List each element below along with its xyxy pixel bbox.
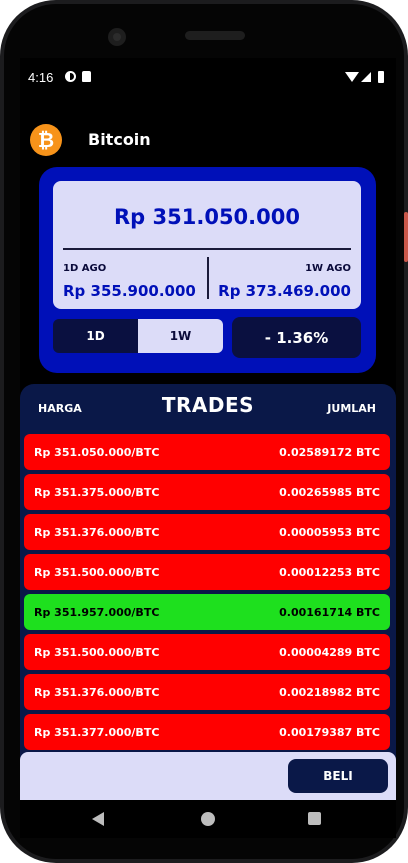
trade-row: Rp 351.377.000/BTC 0.00179387 BTC bbox=[24, 714, 390, 750]
column-header-price: HARGA bbox=[38, 402, 82, 415]
trade-amount: 0.00265985 BTC bbox=[279, 485, 380, 499]
trade-amount: 0.00218982 BTC bbox=[279, 685, 380, 699]
tab-1w[interactable]: 1W bbox=[138, 319, 223, 353]
signal-icon bbox=[361, 72, 371, 82]
coin-title: Bitcoin bbox=[88, 130, 151, 149]
trade-amount: 0.00161714 BTC bbox=[279, 605, 380, 619]
trade-price: Rp 351.500.000/BTC bbox=[34, 645, 160, 659]
trade-row: Rp 351.050.000/BTC 0.02589172 BTC bbox=[24, 434, 390, 470]
wifi-icon bbox=[345, 72, 359, 82]
trade-price: Rp 351.376.000/BTC bbox=[34, 525, 160, 539]
buy-button[interactable]: BELI bbox=[288, 759, 388, 793]
status-time: 4:16 bbox=[28, 70, 54, 85]
trades-title: TRADES bbox=[161, 393, 255, 417]
phone-bezel: 4:16 ₿ Bitcoin Rp 351.050.000 1D AGO Rp … bbox=[4, 4, 404, 859]
system-nav-bar bbox=[20, 800, 396, 838]
battery-icon bbox=[378, 71, 384, 83]
one-week-ago-price: Rp 373.469.000 bbox=[218, 282, 351, 300]
one-day-ago-label: 1D AGO bbox=[63, 263, 107, 274]
price-card: Rp 351.050.000 1D AGO Rp 355.900.000 1W … bbox=[53, 181, 361, 309]
trade-price: Rp 351.050.000/BTC bbox=[34, 445, 160, 459]
home-icon[interactable] bbox=[201, 812, 215, 826]
trade-row: Rp 351.375.000/BTC 0.00265985 BTC bbox=[24, 474, 390, 510]
current-price: Rp 351.050.000 bbox=[114, 205, 300, 229]
front-camera bbox=[108, 28, 126, 46]
trade-price: Rp 351.377.000/BTC bbox=[34, 725, 160, 739]
trade-amount: 0.00004289 BTC bbox=[279, 645, 380, 659]
column-header-amount: JUMLAH bbox=[327, 402, 376, 415]
trade-row: Rp 351.500.000/BTC 0.00004289 BTC bbox=[24, 634, 390, 670]
data-saver-icon bbox=[65, 71, 76, 82]
power-button bbox=[404, 212, 408, 262]
bottom-action-bar: BELI bbox=[20, 752, 396, 800]
trade-row: Rp 351.376.000/BTC 0.00218982 BTC bbox=[24, 674, 390, 710]
trade-price: Rp 351.375.000/BTC bbox=[34, 485, 160, 499]
bitcoin-logo-icon: ₿ bbox=[30, 124, 62, 156]
price-change-badge: - 1.36% bbox=[232, 317, 361, 358]
sim-card-icon bbox=[82, 71, 91, 82]
trade-row: Rp 351.500.000/BTC 0.00012253 BTC bbox=[24, 554, 390, 590]
trade-price: Rp 351.957.000/BTC bbox=[34, 605, 160, 619]
trade-amount: 0.00012253 BTC bbox=[279, 565, 380, 579]
trade-row: Rp 351.376.000/BTC 0.00005953 BTC bbox=[24, 514, 390, 550]
earpiece-speaker bbox=[185, 31, 245, 40]
app-screen: 4:16 ₿ Bitcoin Rp 351.050.000 1D AGO Rp … bbox=[20, 58, 396, 838]
price-divider bbox=[63, 248, 351, 250]
trade-amount: 0.02589172 BTC bbox=[279, 445, 380, 459]
price-panel: Rp 351.050.000 1D AGO Rp 355.900.000 1W … bbox=[39, 167, 376, 373]
trade-price: Rp 351.376.000/BTC bbox=[34, 685, 160, 699]
price-vertical-divider bbox=[207, 257, 209, 299]
trade-price: Rp 351.500.000/BTC bbox=[34, 565, 160, 579]
one-day-ago-price: Rp 355.900.000 bbox=[63, 282, 196, 300]
recent-apps-icon[interactable] bbox=[308, 812, 321, 825]
one-week-ago-label: 1W AGO bbox=[305, 263, 351, 274]
trade-amount: 0.00179387 BTC bbox=[279, 725, 380, 739]
back-icon[interactable] bbox=[92, 812, 104, 826]
trade-amount: 0.00005953 BTC bbox=[279, 525, 380, 539]
trade-row: Rp 351.957.000/BTC 0.00161714 BTC bbox=[24, 594, 390, 630]
tab-1d[interactable]: 1D bbox=[53, 319, 138, 353]
